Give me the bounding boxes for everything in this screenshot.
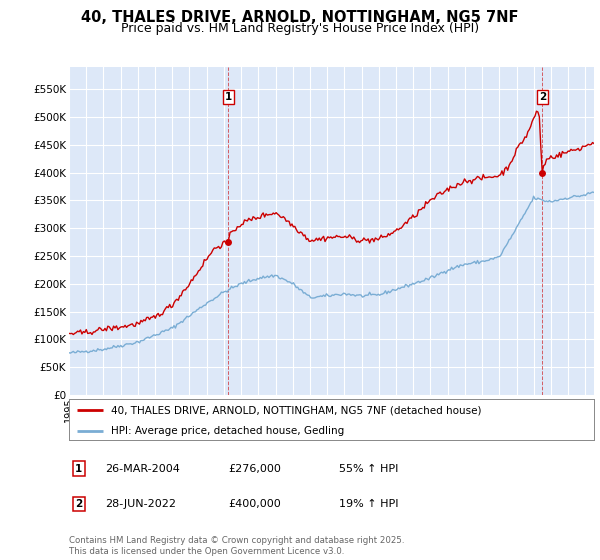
Text: 40, THALES DRIVE, ARNOLD, NOTTINGHAM, NG5 7NF: 40, THALES DRIVE, ARNOLD, NOTTINGHAM, NG… bbox=[81, 10, 519, 25]
Text: £276,000: £276,000 bbox=[228, 464, 281, 474]
Text: 40, THALES DRIVE, ARNOLD, NOTTINGHAM, NG5 7NF (detached house): 40, THALES DRIVE, ARNOLD, NOTTINGHAM, NG… bbox=[111, 405, 482, 415]
Text: Contains HM Land Registry data © Crown copyright and database right 2025.
This d: Contains HM Land Registry data © Crown c… bbox=[69, 536, 404, 556]
Text: 1: 1 bbox=[224, 92, 232, 102]
Text: 55% ↑ HPI: 55% ↑ HPI bbox=[339, 464, 398, 474]
Text: HPI: Average price, detached house, Gedling: HPI: Average price, detached house, Gedl… bbox=[111, 426, 344, 436]
Text: 2: 2 bbox=[539, 92, 546, 102]
Text: £400,000: £400,000 bbox=[228, 499, 281, 509]
Text: 19% ↑ HPI: 19% ↑ HPI bbox=[339, 499, 398, 509]
Text: 1: 1 bbox=[75, 464, 82, 474]
Text: 28-JUN-2022: 28-JUN-2022 bbox=[105, 499, 176, 509]
Text: 2: 2 bbox=[75, 499, 82, 509]
Text: 26-MAR-2004: 26-MAR-2004 bbox=[105, 464, 180, 474]
Text: Price paid vs. HM Land Registry's House Price Index (HPI): Price paid vs. HM Land Registry's House … bbox=[121, 22, 479, 35]
